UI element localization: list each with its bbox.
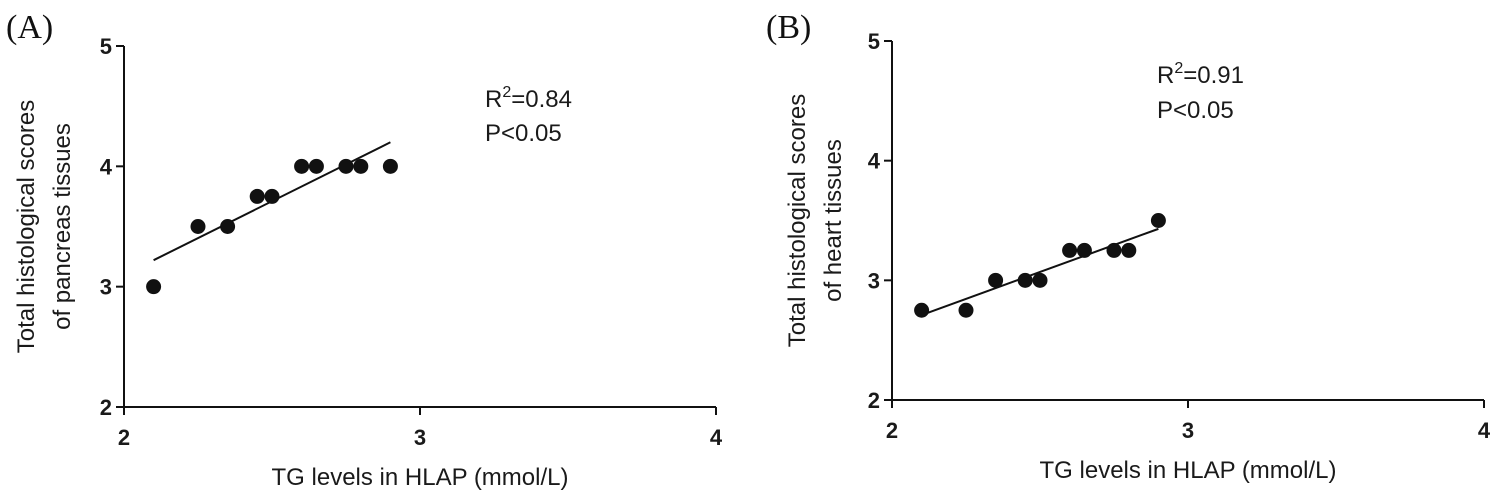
data-point: [146, 279, 162, 295]
chart-panel-b: (B) 2 3 4 5 2 3 4 TG levels in HLAP (mmol/L) Tota…: [766, 9, 1491, 484]
data-point: [1062, 242, 1078, 258]
data-point: [249, 188, 265, 204]
data-point: [294, 158, 310, 174]
data-point: [382, 158, 398, 174]
data-point: [190, 219, 206, 234]
y-axis-title-line2: of pancreas tissues: [49, 123, 76, 330]
data-point: [1121, 242, 1137, 258]
r-squared-superscript: 2: [502, 84, 511, 101]
x-tick-label: 4: [1478, 418, 1491, 443]
data-point: [1076, 242, 1092, 258]
data-point: [914, 302, 930, 318]
y-axis-title-line1: Total histological scores: [13, 100, 40, 353]
r-squared-superscript: 2: [1174, 60, 1183, 77]
data-point: [988, 272, 1004, 288]
y-axis-title-line1: Total histological scores: [784, 94, 811, 347]
chart-panel-a: (A) 2 3 4 5 2 3 4 TG levels in HLAP (mmol/L) Tota…: [6, 9, 723, 491]
p-value-annotation: P<0.05: [485, 120, 562, 147]
data-point: [1032, 272, 1048, 288]
data-point: [338, 158, 354, 174]
data-point: [1106, 242, 1122, 258]
y-tick-label: 5: [100, 34, 112, 59]
x-tick-label: 3: [414, 425, 426, 450]
x-tick-label: 3: [1182, 418, 1194, 443]
x-tick-label: 2: [886, 418, 898, 443]
x-tick-label: 2: [118, 425, 130, 450]
panel-label: (B): [766, 9, 811, 46]
r-squared-annotation: R2=0.91: [1157, 60, 1244, 89]
r-squared-value: =0.91: [1183, 62, 1244, 89]
regression-line: [921, 227, 1159, 316]
y-tick-label: 3: [868, 268, 880, 293]
panel-label: (A): [6, 9, 53, 46]
x-axis-title: TG levels in HLAP (mmol/L): [272, 464, 569, 491]
y-tick-label: 5: [868, 29, 880, 54]
data-point: [1150, 213, 1166, 228]
data-point: [353, 158, 369, 174]
y-axis-title-line2: of heart tissues: [820, 139, 847, 302]
y-tick-label: 4: [100, 154, 113, 179]
y-tick-label: 4: [868, 149, 881, 174]
r-squared-annotation: R2=0.84: [485, 84, 572, 113]
y-tick-label: 2: [868, 388, 880, 413]
data-point: [308, 158, 324, 174]
data-point: [958, 302, 974, 318]
x-tick-label: 4: [710, 425, 723, 450]
p-value-annotation: P<0.05: [1157, 97, 1234, 124]
data-point: [264, 188, 280, 204]
y-tick-label: 2: [100, 395, 112, 420]
data-point: [1017, 272, 1033, 288]
data-point: [220, 219, 236, 234]
x-axis-title: TG levels in HLAP (mmol/L): [1040, 457, 1337, 484]
r-squared-value: =0.84: [511, 86, 572, 113]
y-tick-label: 3: [100, 275, 112, 300]
